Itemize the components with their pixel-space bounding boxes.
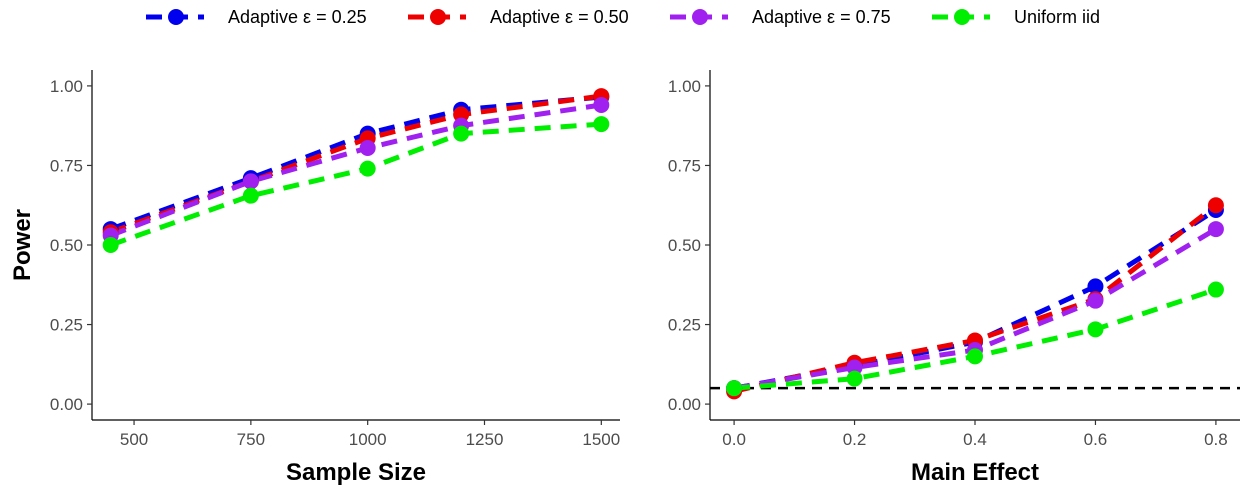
data-point-series-2 [359,139,376,156]
data-point-series-2 [242,173,259,190]
y-tick-label: 1.00 [668,77,701,96]
x-tick-label: 1500 [582,430,620,449]
data-point-series-3 [967,348,983,365]
data-point-series-2 [846,359,863,376]
x-tick-label: 1000 [349,430,387,449]
panel-main-effect: 0.00 0.25 0.50 0.75 1.00 0.0 0.2 0.4 0.6 0.8 Main … [668,70,1240,486]
data-point-series-1 [453,106,470,123]
data-point-series-2 [1087,292,1104,309]
data-point-series-2 [1207,221,1224,238]
legend-key-point-1 [430,9,446,25]
legend-key-point-3 [954,9,970,25]
y-tick-label: 0.50 [50,236,83,255]
legend-key-point-2 [692,9,708,25]
y-tick-label: 0.50 [668,236,701,255]
x-tick-label: 1250 [466,430,504,449]
data-point-series-0 [1087,278,1104,295]
panel-sample-size: 0.00 0.25 0.50 0.75 1.00 500 750 1000 1250 1500 Sa… [9,70,620,486]
data-point-series-2 [593,97,610,113]
x-axis-title: Sample Size [286,459,426,486]
legend-label-0: Adaptive ε = 0.25 [228,7,367,27]
x-axis-title: Main Effect [911,459,1039,486]
y-axis-title: Power [9,209,36,281]
legend-label-1: Adaptive ε = 0.50 [490,7,629,27]
data-point-series-3 [726,380,743,397]
y-tick-label: 0.75 [50,156,83,175]
data-point-series-3 [593,116,610,133]
x-tick-label: 500 [120,430,148,449]
data-point-series-1 [1207,197,1224,214]
x-tick-label: 750 [237,430,265,449]
series-line-1 [109,93,602,235]
y-tick-label: 0.75 [668,156,701,175]
data-point-series-3 [1087,321,1104,338]
data-point-series-3 [1207,281,1224,298]
legend-label-3: Uniform iid [1014,7,1100,27]
y-tick-label: 0.00 [50,395,83,414]
legend-label-2: Adaptive ε = 0.75 [752,7,891,27]
data-point-series-3 [453,125,470,142]
y-tick-label: 0.25 [50,316,83,335]
x-tick-label: 0.6 [1084,430,1108,449]
y-tick-label: 0.25 [668,316,701,335]
data-point-series-3 [102,237,119,253]
data-point-series-3 [846,370,863,387]
data-point-series-3 [242,187,259,204]
y-tick-label: 0.00 [668,395,701,414]
series-line-2 [109,102,602,238]
x-tick-label: 0.2 [843,430,867,449]
legend: Adaptive ε = 0.25 Adaptive ε = 0.50 Adapti… [146,7,1100,27]
x-tick-label: 0.0 [722,430,746,449]
legend-key-point-0 [168,9,184,25]
x-tick-label: 0.8 [1204,430,1228,449]
data-point-series-3 [359,160,376,177]
x-tick-label: 0.4 [963,430,987,449]
y-tick-label: 1.00 [50,77,83,96]
